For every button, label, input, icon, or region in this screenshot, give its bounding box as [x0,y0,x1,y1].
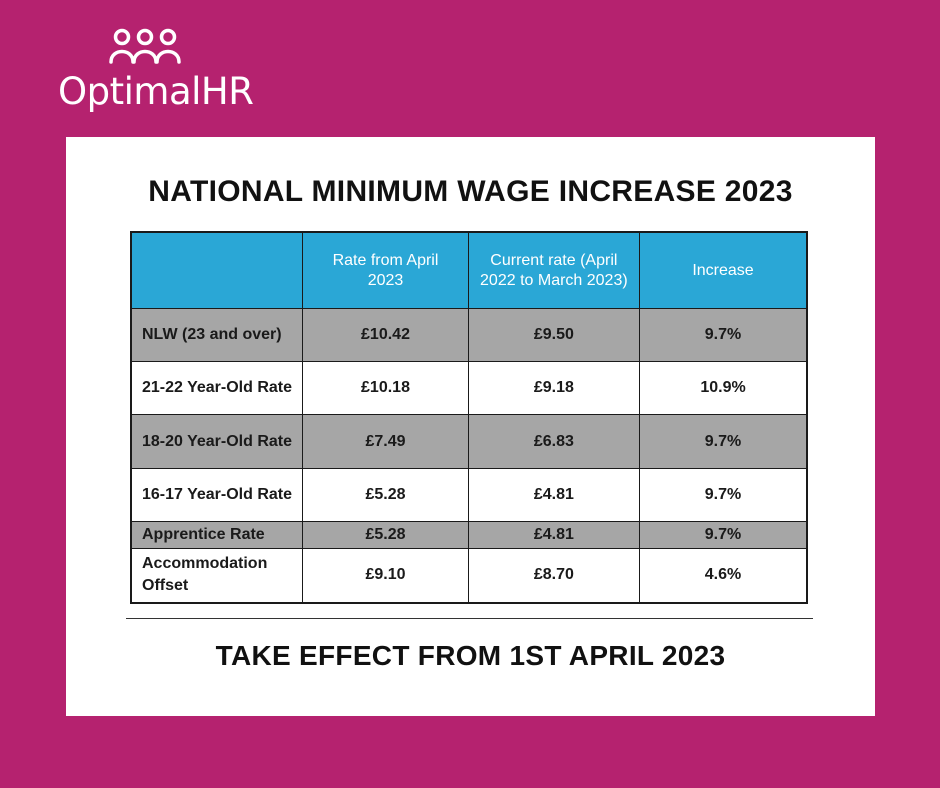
header-cell-rate-2023: Rate from April 2023 [302,231,469,309]
wage-table: Rate from April 2023 Current rate (April… [130,231,808,604]
header-cell-increase: Increase [639,231,808,309]
rate-2023-cell: £7.49 [302,414,469,469]
logo: OptimalHR [58,28,254,113]
header-cell-category [130,231,304,309]
current-rate-cell: £6.83 [467,414,641,469]
increase-cell: 9.7% [639,308,808,362]
row-label: 16-17 Year-Old Rate [130,468,304,522]
table-row: NLW (23 and over) £10.42 £9.50 9.7% [130,308,808,362]
effective-date-note: TAKE EFFECT FROM 1ST APRIL 2023 [215,640,726,671]
rate-2023-cell: £5.28 [302,468,469,522]
row-label: Apprentice Rate [130,521,304,549]
page-title: NATIONAL MINIMUM WAGE INCREASE 2023 [148,175,793,208]
row-label: NLW (23 and over) [130,308,304,362]
row-label: 21-22 Year-Old Rate [130,361,304,415]
increase-cell: 9.7% [639,414,808,469]
content-card: NATIONAL MINIMUM WAGE INCREASE 2023 Rate… [66,137,875,716]
current-rate-cell: £9.50 [467,308,641,362]
table-row: Accommodation Offset £9.10 £8.70 4.6% [130,548,808,603]
table-row: Apprentice Rate £5.28 £4.81 9.7% [130,521,808,549]
table-row: 18-20 Year-Old Rate £7.49 £6.83 9.7% [130,414,808,469]
header-cell-current-rate: Current rate (April 2022 to March 2023) [467,231,641,309]
increase-cell: 10.9% [639,361,808,415]
increase-cell: 4.6% [639,548,808,603]
logo-text: OptimalHR [58,70,254,113]
table-header-row: Rate from April 2023 Current rate (April… [130,231,808,309]
divider [126,618,813,619]
row-label: Accommodation Offset [130,548,304,603]
row-label: 18-20 Year-Old Rate [130,414,304,469]
current-rate-cell: £8.70 [467,548,641,603]
rate-2023-cell: £10.18 [302,361,469,415]
table-row: 16-17 Year-Old Rate £5.28 £4.81 9.7% [130,468,808,522]
current-rate-cell: £4.81 [467,521,641,549]
rate-2023-cell: £9.10 [302,548,469,603]
increase-cell: 9.7% [639,521,808,549]
current-rate-cell: £9.18 [467,361,641,415]
table-row: 21-22 Year-Old Rate £10.18 £9.18 10.9% [130,361,808,415]
rate-2023-cell: £10.42 [302,308,469,362]
people-group-icon [109,28,181,64]
rate-2023-cell: £5.28 [302,521,469,549]
increase-cell: 9.7% [639,468,808,522]
current-rate-cell: £4.81 [467,468,641,522]
